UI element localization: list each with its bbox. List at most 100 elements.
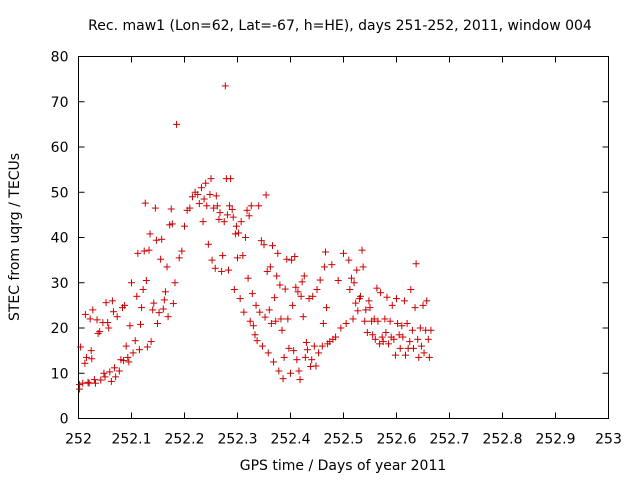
data-point bbox=[274, 249, 282, 257]
x-tick-label: 252.3 bbox=[217, 432, 257, 448]
data-point bbox=[394, 319, 402, 327]
data-point bbox=[288, 256, 296, 264]
data-point bbox=[424, 335, 432, 343]
data-point bbox=[377, 289, 385, 297]
data-point bbox=[245, 212, 253, 220]
data-point bbox=[283, 255, 291, 263]
data-point bbox=[206, 191, 214, 199]
data-point bbox=[112, 373, 120, 381]
data-point bbox=[248, 290, 256, 298]
data-point bbox=[293, 356, 301, 364]
data-point bbox=[386, 317, 394, 325]
data-point bbox=[332, 333, 340, 341]
data-point bbox=[425, 353, 433, 361]
data-point bbox=[173, 120, 181, 128]
data-point bbox=[285, 344, 293, 352]
chart-title: Rec. maw1 (Lon=62, Lat=-67, h=HE), days … bbox=[88, 18, 592, 34]
data-point bbox=[195, 200, 203, 208]
data-point bbox=[350, 279, 358, 287]
data-point bbox=[77, 343, 85, 351]
data-point bbox=[249, 322, 257, 330]
data-point bbox=[362, 306, 370, 314]
data-point bbox=[258, 342, 266, 350]
data-point bbox=[378, 333, 386, 341]
data-point bbox=[369, 331, 377, 339]
data-point bbox=[141, 199, 149, 207]
data-point bbox=[188, 193, 196, 201]
data-point bbox=[256, 308, 264, 316]
data-point bbox=[155, 309, 163, 317]
data-point bbox=[147, 338, 155, 346]
data-point bbox=[321, 248, 329, 256]
data-point bbox=[160, 296, 168, 304]
data-point bbox=[400, 297, 408, 305]
data-point bbox=[398, 322, 406, 330]
data-point bbox=[204, 240, 212, 248]
data-point bbox=[257, 237, 265, 245]
data-point bbox=[349, 315, 357, 323]
data-point bbox=[320, 263, 328, 271]
data-point bbox=[107, 377, 115, 385]
data-point bbox=[423, 297, 431, 305]
data-point bbox=[137, 320, 145, 328]
data-point bbox=[417, 342, 425, 350]
y-tick-label: 30 bbox=[51, 276, 69, 292]
data-point bbox=[303, 346, 311, 354]
data-point bbox=[223, 211, 231, 219]
data-point bbox=[133, 292, 141, 300]
data-point bbox=[284, 315, 292, 323]
data-point bbox=[298, 278, 306, 286]
data-point bbox=[91, 379, 99, 387]
data-point bbox=[93, 316, 101, 324]
data-point bbox=[169, 300, 177, 308]
data-point bbox=[337, 324, 345, 332]
data-point bbox=[79, 379, 87, 387]
y-tick-label: 50 bbox=[51, 185, 69, 201]
data-point bbox=[84, 378, 92, 386]
x-tick-label: 252.6 bbox=[376, 432, 416, 448]
data-point bbox=[376, 340, 384, 348]
data-point bbox=[194, 191, 202, 199]
data-point bbox=[236, 295, 244, 303]
data-point bbox=[419, 301, 427, 309]
data-point bbox=[104, 319, 112, 327]
data-point bbox=[178, 247, 186, 255]
data-point bbox=[218, 267, 226, 275]
data-point bbox=[411, 304, 419, 312]
data-point bbox=[124, 353, 132, 361]
data-point bbox=[211, 264, 219, 272]
data-point bbox=[270, 358, 278, 366]
data-point bbox=[97, 376, 105, 384]
data-point bbox=[251, 331, 259, 339]
data-point bbox=[86, 315, 94, 323]
data-point bbox=[268, 242, 276, 250]
data-point bbox=[342, 319, 350, 327]
data-point bbox=[247, 202, 255, 210]
data-point bbox=[105, 324, 113, 332]
data-point bbox=[427, 326, 435, 334]
data-point bbox=[390, 335, 398, 343]
data-point bbox=[115, 367, 123, 375]
data-point bbox=[363, 329, 371, 337]
data-point bbox=[109, 308, 117, 316]
data-point bbox=[356, 292, 364, 300]
data-point bbox=[227, 175, 235, 183]
data-point bbox=[164, 313, 172, 321]
data-point bbox=[232, 222, 240, 230]
data-point bbox=[113, 313, 121, 321]
data-point bbox=[101, 373, 109, 381]
data-point bbox=[229, 213, 237, 221]
data-point bbox=[296, 376, 304, 384]
data-point bbox=[167, 205, 175, 213]
data-point bbox=[82, 353, 90, 361]
data-point bbox=[334, 276, 342, 284]
data-point bbox=[414, 335, 422, 343]
data-point bbox=[212, 192, 220, 200]
data-point bbox=[391, 351, 399, 359]
data-point bbox=[216, 209, 224, 217]
data-point bbox=[388, 301, 396, 309]
data-point bbox=[290, 347, 298, 355]
data-point bbox=[370, 315, 378, 323]
y-axis-label: STEC from uqrg / TECUs bbox=[7, 153, 23, 321]
data-point bbox=[313, 286, 321, 294]
